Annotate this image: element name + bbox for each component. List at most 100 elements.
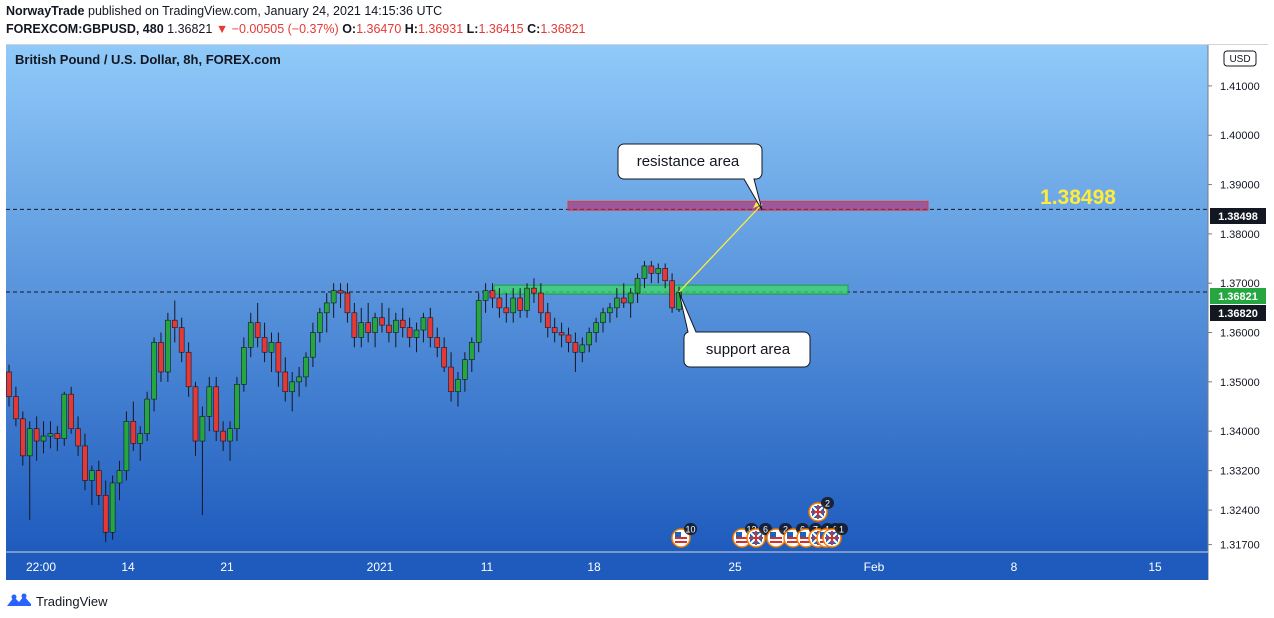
candle [296,367,302,397]
candle [572,332,579,372]
price-label-text: 1.38498 [1218,211,1258,223]
y-tick-label: 1.37000 [1220,278,1260,290]
candle-body [227,428,233,442]
candle-body [510,297,517,314]
candle-body [20,418,26,457]
x-tick-label: 14 [121,560,135,574]
resistance-zone [567,200,929,211]
candle [379,302,385,333]
candle-body [33,428,40,442]
author-name[interactable]: NorwayTrade [6,4,85,18]
candle-body [482,290,489,301]
candle-body [517,297,523,311]
candle [158,332,164,382]
time-axis-background[interactable] [6,552,1208,580]
candle [344,283,351,323]
candle-body [379,317,385,326]
open-label: O: [342,22,357,36]
candle [669,273,675,313]
candle-body [95,470,102,496]
economic-events: 101262671312 [671,497,848,548]
flag-stripe [787,537,799,539]
candle [82,433,88,491]
candle [372,312,378,348]
candle [634,273,641,303]
candle [399,307,406,338]
candle-body [123,421,130,471]
tradingview-brand[interactable]: TradingView [36,593,108,609]
candle-body [413,329,420,338]
candle [220,421,226,451]
candle-body [600,312,606,323]
chart-title: British Pound / U.S. Dollar, 8h, FOREX.c… [15,52,281,67]
annotations: resistance area support area 1.38498 [617,143,1116,368]
event-count: 2 [825,499,830,509]
candle-body [648,265,655,274]
event-count-badge [684,523,697,535]
flag-canton [800,532,806,537]
candle [13,386,19,427]
candle [330,283,337,318]
candle-body [669,280,675,309]
event-count: 10 [685,525,695,535]
candle-body [406,327,413,338]
level-annotation-text: 1.38498 [1040,186,1116,209]
candle [413,322,420,353]
candle [517,288,523,318]
candle [171,300,178,343]
price-label-text: 1.36820 [1218,308,1258,320]
projection-arrow-line [678,203,763,293]
candle-body [317,312,323,333]
candle-body [399,319,406,328]
price-chart[interactable]: 1.41000 1.40000 1.39000 1.38000 1.37000 1.360… [6,44,1268,580]
event-marker: 1 [822,523,848,548]
candle [468,337,475,372]
candle-body [213,386,220,432]
candle [40,421,47,454]
candle-body [82,445,88,481]
candle [538,283,544,323]
price-change: −0.00505 (−0.37%) [231,22,339,36]
y-tick-label: 1.36000 [1220,328,1260,340]
tradingview-logo-icon[interactable] [6,593,32,609]
candle [303,352,309,387]
candle [310,322,316,368]
candle-body [102,494,109,533]
candle-body [524,287,530,311]
candle-body [393,319,399,333]
candle [116,460,123,501]
candle-body [420,317,427,331]
flag-stripe [800,537,812,539]
candle [489,283,496,308]
candle-body [89,470,95,481]
x-tick-label: 18 [587,560,601,574]
time-axis: 22:00 14 21 2021 11 18 25 Feb 8 15 [26,560,1162,574]
y-tick-label: 1.32400 [1220,505,1260,517]
price-axis: 1.41000 1.40000 1.39000 1.38000 1.37000 1.360… [1208,81,1260,552]
candle-body [61,393,68,439]
candle [648,261,655,284]
candle-body [344,292,351,314]
candle [558,322,565,348]
low-value: 1.36415 [478,22,524,36]
candle [406,317,413,348]
candle-body [54,433,61,439]
candle-body [13,396,19,420]
candle [531,278,537,303]
candle-body [247,322,254,348]
candle [510,288,517,323]
currency-badge[interactable] [1223,50,1257,67]
candle [185,342,192,397]
candle-body [627,292,634,304]
down-arrow-icon: ▼ [215,22,229,36]
x-tick-label: 22:00 [26,560,56,574]
price-label-text: 1.36821 [1218,291,1258,303]
flag-stripe [736,541,748,543]
candle-body [441,347,447,368]
event-count-badge [835,523,848,535]
x-tick-label: 21 [220,560,234,574]
candle-body [538,292,544,314]
x-tick-label: 8 [1011,560,1018,574]
candle [655,263,662,284]
candle [165,312,171,382]
